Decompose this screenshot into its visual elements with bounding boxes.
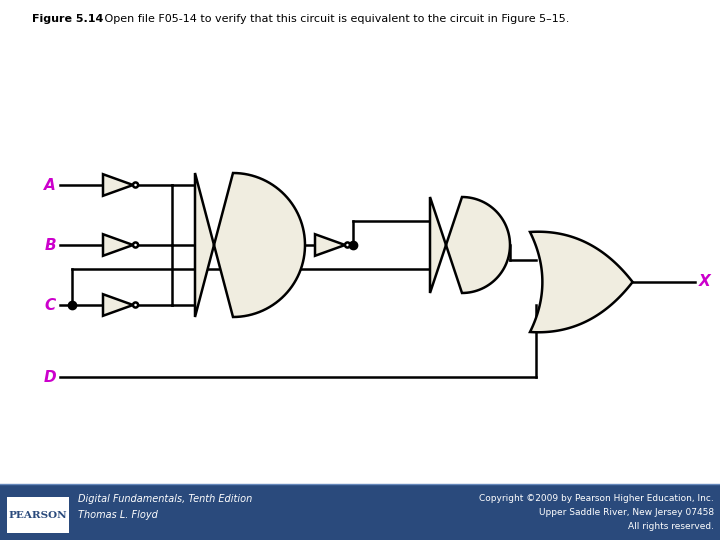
Circle shape xyxy=(345,242,350,247)
Polygon shape xyxy=(430,197,510,293)
Polygon shape xyxy=(103,234,133,256)
Text: PEARSON: PEARSON xyxy=(9,510,67,519)
Polygon shape xyxy=(195,173,305,317)
Bar xyxy=(7,497,69,533)
Polygon shape xyxy=(530,232,633,332)
Circle shape xyxy=(133,183,138,187)
Text: Figure 5.14: Figure 5.14 xyxy=(32,14,104,24)
Text: Digital Fundamentals, Tenth Edition
Thomas L. Floyd: Digital Fundamentals, Tenth Edition Thom… xyxy=(78,494,252,519)
Circle shape xyxy=(133,302,138,308)
Circle shape xyxy=(133,242,138,247)
Text: Copyright ©2009 by Pearson Higher Education, Inc.
Upper Saddle River, New Jersey: Copyright ©2009 by Pearson Higher Educat… xyxy=(480,494,714,531)
Text: D: D xyxy=(43,369,56,384)
Polygon shape xyxy=(103,294,133,316)
Text: Open file F05-14 to verify that this circuit is equivalent to the circuit in Fig: Open file F05-14 to verify that this cir… xyxy=(94,14,570,24)
Polygon shape xyxy=(315,234,345,256)
Text: A: A xyxy=(44,178,56,192)
Bar xyxy=(0,484,720,540)
Text: C: C xyxy=(45,298,56,313)
Polygon shape xyxy=(103,174,133,196)
Text: B: B xyxy=(45,238,56,253)
Text: X: X xyxy=(699,274,711,289)
